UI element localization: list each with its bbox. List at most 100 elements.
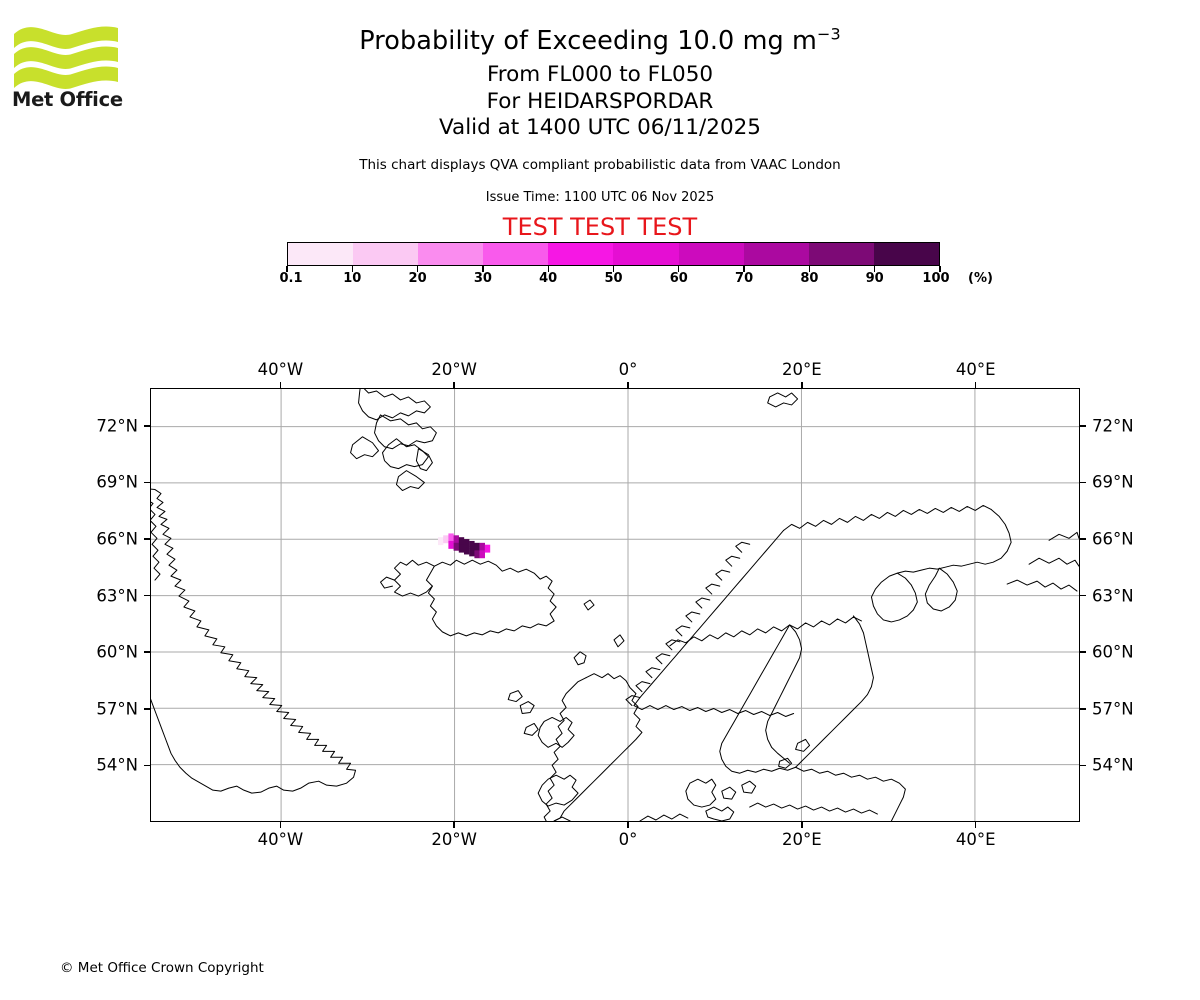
colorbar-tick-90 — [874, 266, 876, 272]
ash-cell — [464, 546, 470, 555]
colorbar-segment-8 — [808, 243, 874, 265]
colorbar-segment-2 — [418, 243, 484, 265]
colorbar-tick-40 — [547, 266, 549, 272]
lon-tickmark-20°E — [801, 382, 803, 388]
colorbar-segment-7 — [743, 243, 809, 265]
valid-time-label: Valid at 1400 UTC 06/11/2025 — [438, 115, 761, 140]
copyright-footer: © Met Office Crown Copyright — [60, 960, 264, 976]
ash-cell — [474, 550, 480, 559]
colorbar-tick-axis: 0.1 10 20 30 40 50 60 70 80 90 100 — [279, 266, 950, 288]
colorbar-tick-20 — [416, 266, 419, 272]
page-title-text: Probability of Exceeding 10.0 mg m — [359, 26, 817, 56]
colorbar-tick-10 — [351, 266, 353, 272]
lat-tickmark-66°N — [1080, 538, 1086, 540]
colorbar-segment-5 — [613, 243, 679, 265]
lat-label-right-66°N: 66°N — [1092, 529, 1134, 549]
colorbar-segment-3 — [483, 243, 549, 265]
lon-label-bottom-40°W: 40°W — [257, 830, 304, 849]
lat-tickmark-57°N — [144, 707, 150, 710]
met-office-wordmark: Met Office — [12, 88, 123, 111]
lat-label-right-57°N: 57°N — [1092, 699, 1134, 719]
ash-cell — [458, 544, 465, 553]
met-office-wave-icon — [14, 26, 118, 89]
probability-colorbar — [287, 242, 940, 266]
colorbar-tick-60 — [678, 266, 680, 272]
colorbar-tick-label-40: 40 — [539, 271, 558, 286]
ash-cell — [458, 537, 465, 546]
lat-label-left-69°N: 69°N — [96, 472, 138, 492]
colorbar-tick-label-0.1: 0.1 — [279, 271, 303, 286]
lon-label-top-40°E: 40°E — [955, 360, 996, 379]
ash-cell — [464, 539, 470, 547]
lat-tickmark-72°N — [1080, 424, 1086, 427]
lon-tickmark-40°W — [279, 382, 282, 388]
test-banner: TEST TEST TEST — [502, 213, 698, 241]
ash-cell — [484, 544, 491, 553]
qva-note: This chart displays QVA compliant probab… — [359, 157, 841, 173]
lon-label-bottom-40°E: 40°E — [955, 830, 996, 849]
issue-time-label: Issue Time: 1100 UTC 06 Nov 2025 — [485, 190, 715, 205]
volcano-label: For HEIDARSPORDAR — [486, 89, 714, 114]
map-frame — [150, 388, 1080, 822]
met-office-logo — [12, 18, 122, 113]
lon-label-bottom-0°: 0° — [618, 830, 638, 849]
ash-cell — [474, 542, 480, 551]
colorbar-tick-100 — [939, 266, 941, 272]
lon-tickmark-20°W — [453, 382, 455, 388]
lon-label-top-40°W: 40°W — [257, 360, 304, 379]
lat-label-right-63°N: 63°N — [1092, 586, 1134, 606]
coastlines — [151, 389, 1079, 821]
ash-cell — [469, 540, 475, 549]
colorbar-tick-label-90: 90 — [865, 271, 884, 286]
lat-tickmark-60°N — [1080, 651, 1086, 653]
lat-label-left-72°N: 72°N — [96, 416, 138, 436]
lon-label-top-20°E: 20°E — [782, 360, 822, 379]
lat-tickmark-72°N — [144, 424, 150, 427]
colorbar-gradient — [287, 242, 940, 266]
colorbar-tick-label-10: 10 — [343, 271, 362, 286]
lon-label-top-20°W: 20°W — [431, 360, 477, 379]
lon-tickmark-20°W — [453, 822, 455, 828]
lon-label-top-0°: 0° — [618, 360, 638, 379]
lat-tickmark-69°N — [144, 481, 150, 484]
lon-tickmark-20°E — [801, 822, 803, 828]
ash-cell — [443, 535, 449, 544]
ash-cell — [453, 535, 459, 544]
colorbar-tick-70 — [743, 266, 745, 272]
colorbar-tick-label-60: 60 — [669, 271, 688, 286]
lat-tickmark-69°N — [1080, 481, 1086, 484]
colorbar-segment-6 — [678, 243, 744, 265]
colorbar-tick-50 — [612, 266, 615, 272]
colorbar-segment-0 — [288, 243, 354, 265]
map-panel: 40°W 20°W 0° 20°E 40°E 40°W 20°W 0° 20°E 40°E 54… — [96, 360, 1133, 849]
colorbar-tick-label-100: 100 — [922, 271, 950, 286]
lat-tickmark-54°N — [144, 764, 150, 767]
lon-tickmark-40°E — [974, 382, 977, 388]
colorbar-tick-label-20: 20 — [408, 271, 427, 286]
ash-cell — [479, 550, 485, 559]
lon-tickmark-40°W — [279, 822, 282, 828]
lat-tickmark-57°N — [1080, 707, 1086, 710]
map-gridlines — [151, 389, 1079, 821]
map-canvas — [151, 389, 1079, 821]
lat-tickmark-63°N — [1080, 594, 1086, 597]
ash-probability-cells — [437, 533, 491, 559]
lon-tickmark-0° — [627, 382, 629, 388]
colorbar-segment-4 — [548, 243, 614, 265]
lat-label-left-57°N: 57°N — [96, 699, 138, 719]
flight-level-label: From FL000 to FL050 — [486, 62, 714, 87]
lon-label-bottom-20°W: 20°W — [431, 830, 477, 849]
page-title-exponent: −3 — [816, 24, 841, 44]
ash-cell — [479, 542, 485, 551]
ash-cell — [453, 542, 459, 551]
colorbar-units-label: (%) — [968, 271, 993, 286]
lat-label-left-66°N: 66°N — [96, 529, 138, 549]
colorbar-segment-1 — [353, 243, 419, 265]
lat-label-left-63°N: 63°N — [96, 586, 138, 606]
lat-label-right-69°N: 69°N — [1092, 472, 1134, 492]
ash-cell — [448, 540, 454, 549]
lon-tickmark-0° — [627, 822, 629, 828]
lat-label-left-60°N: 60°N — [96, 642, 138, 662]
colorbar-tick-80 — [808, 266, 811, 272]
lat-tickmark-54°N — [1080, 764, 1086, 767]
